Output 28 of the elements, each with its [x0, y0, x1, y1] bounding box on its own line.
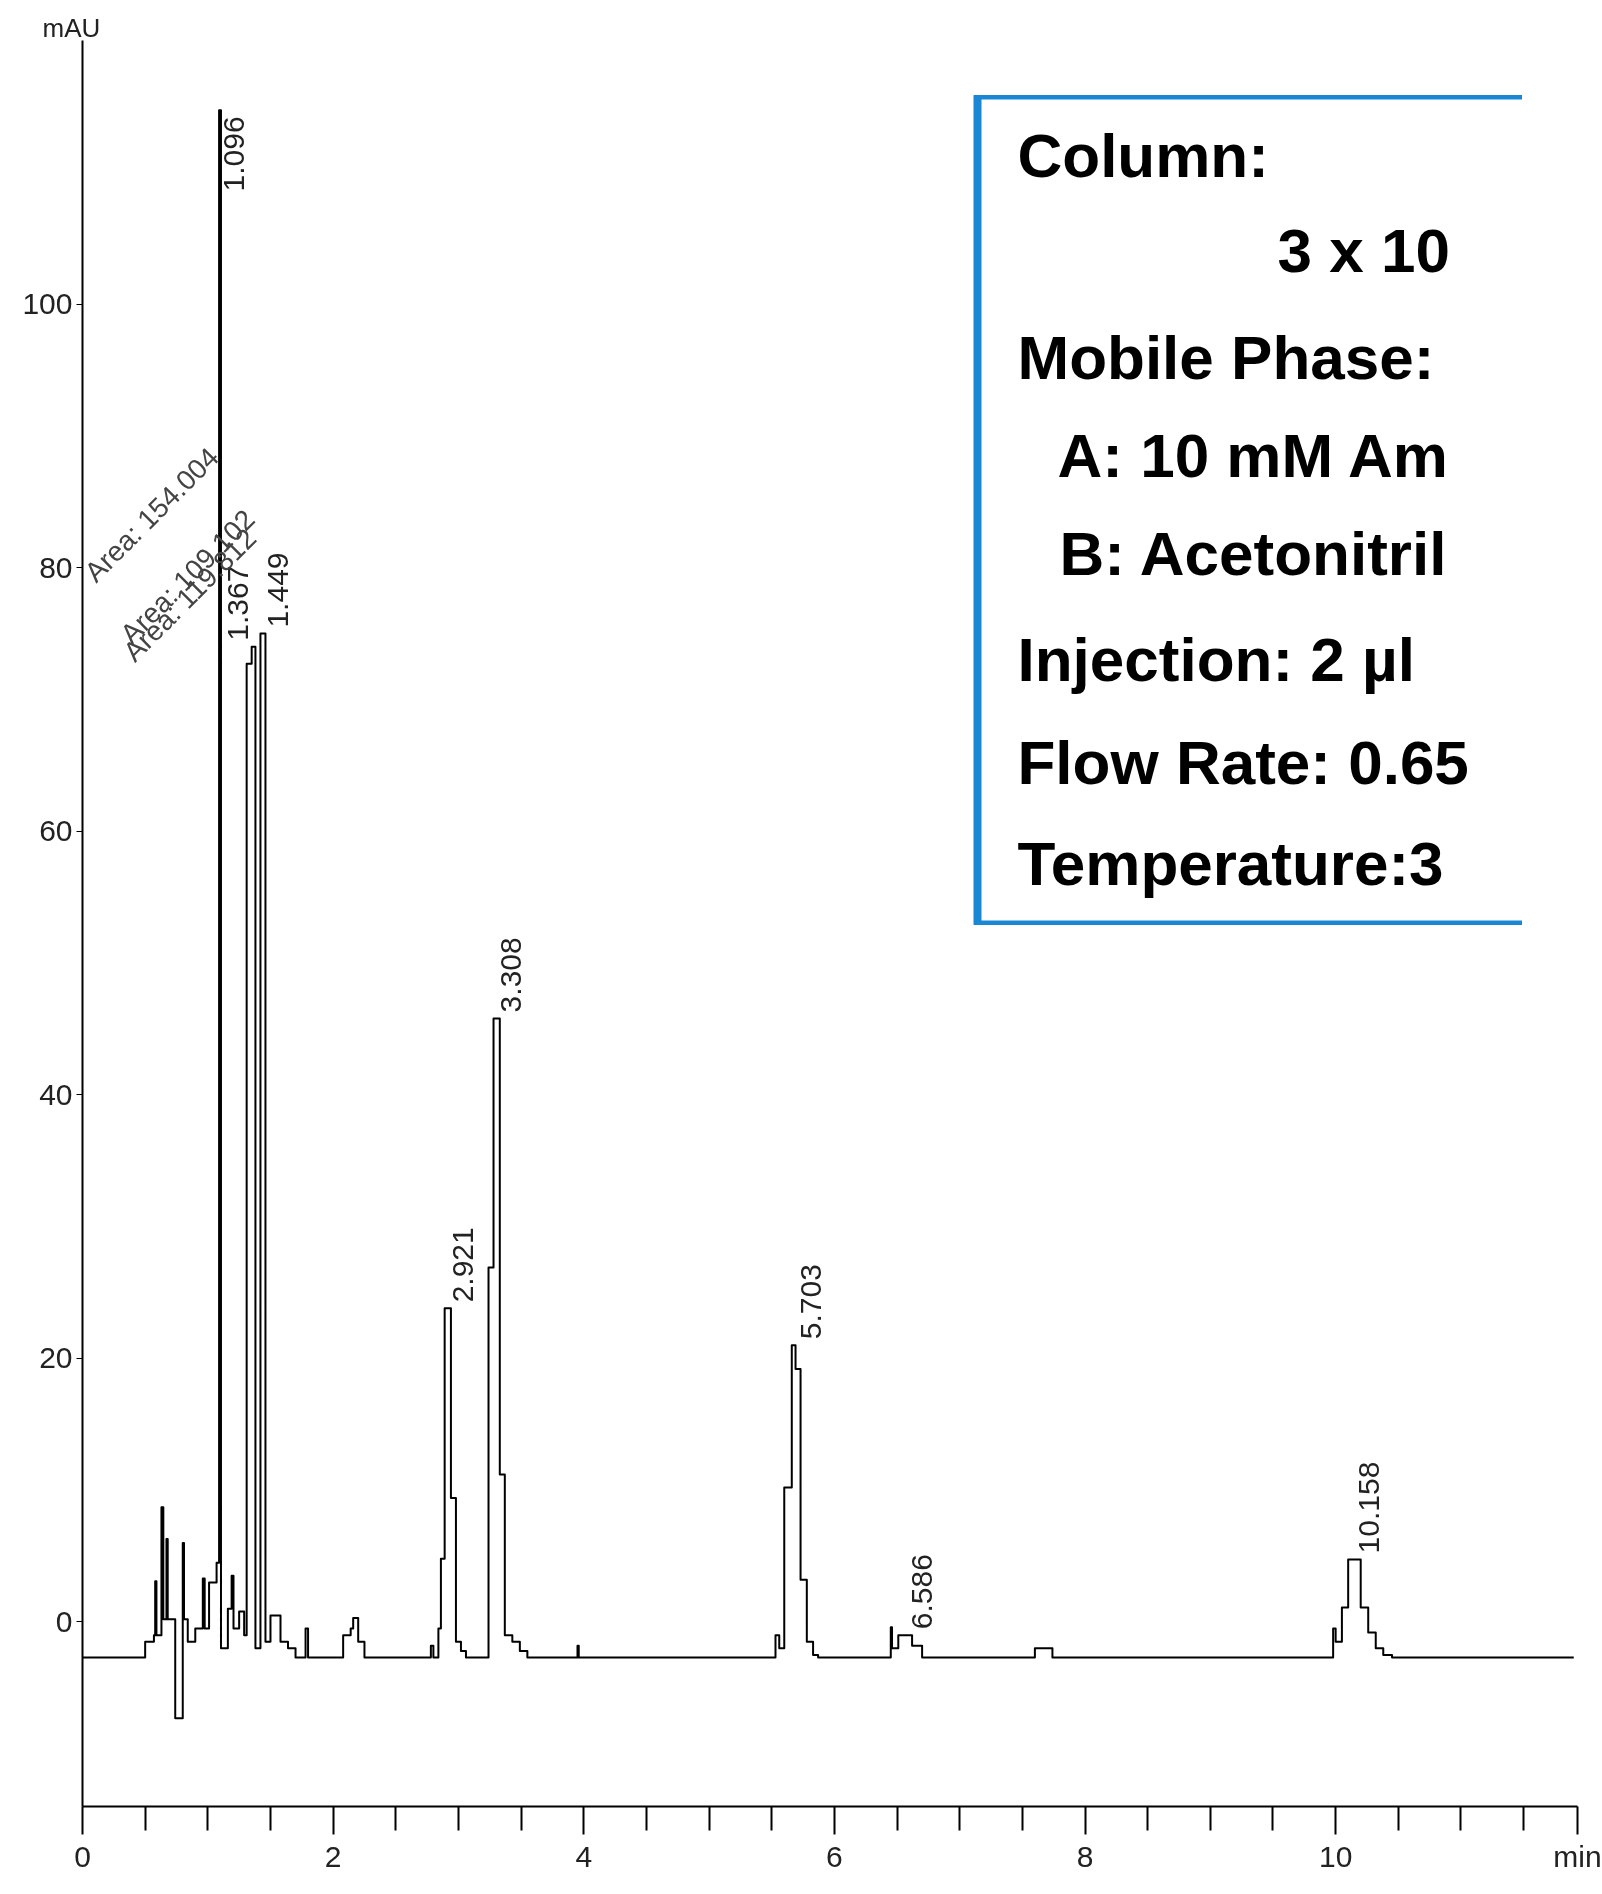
x-tick-label: 2 [324, 1839, 342, 1873]
x-tick-label: 10 [1318, 1839, 1353, 1873]
annotation: 3.308 [494, 937, 528, 1013]
annotation: Column: [1017, 121, 1269, 190]
annotation: 10.158 [1352, 1461, 1386, 1554]
annotation: Temperature:3 [1017, 829, 1444, 898]
annotation: Mobile Phase: [1017, 323, 1435, 392]
annotation: A: 10 mM Am [1057, 421, 1448, 490]
y-tick-label: 80 [39, 550, 73, 584]
x-axis-title: min [1553, 1839, 1602, 1873]
x-tick-label: 8 [1076, 1839, 1094, 1873]
annotation: B: Acetonitril [1059, 519, 1447, 588]
annotation: 1.096 [216, 116, 250, 192]
annotation: 5.703 [794, 1264, 828, 1340]
y-axis-title: mAU [42, 12, 101, 43]
y-tick-label: 100 [22, 287, 73, 321]
annotation: Injection: 2 µl [1017, 625, 1415, 694]
annotation: 3 x 10 [1277, 216, 1450, 285]
annotation: 2.921 [445, 1227, 479, 1303]
annotation: Flow Rate: 0.65 [1017, 728, 1469, 797]
x-tick-label: 6 [826, 1839, 843, 1873]
annotation: 6.586 [904, 1554, 938, 1630]
y-tick-label: 60 [39, 814, 73, 848]
x-tick-label: 4 [575, 1839, 593, 1873]
annotation: 1.449 [261, 552, 295, 628]
y-tick-label: 0 [55, 1604, 73, 1638]
y-tick-label: 20 [39, 1341, 73, 1375]
y-tick-label: 40 [39, 1077, 73, 1111]
